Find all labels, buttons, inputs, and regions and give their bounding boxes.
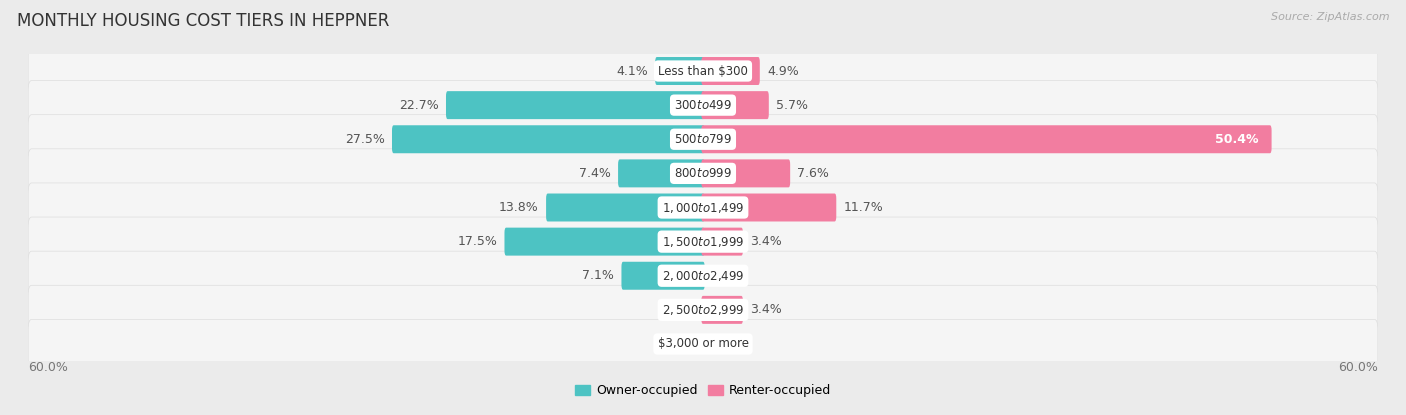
Text: 13.8%: 13.8%: [499, 201, 538, 214]
Text: $1,000 to $1,499: $1,000 to $1,499: [662, 200, 744, 215]
FancyBboxPatch shape: [702, 91, 769, 119]
FancyBboxPatch shape: [702, 57, 759, 85]
FancyBboxPatch shape: [28, 183, 1378, 232]
FancyBboxPatch shape: [28, 320, 1378, 369]
Text: 4.9%: 4.9%: [768, 64, 799, 78]
Text: $2,500 to $2,999: $2,500 to $2,999: [662, 303, 744, 317]
Text: 0.0%: 0.0%: [662, 303, 695, 316]
FancyBboxPatch shape: [702, 296, 742, 324]
FancyBboxPatch shape: [621, 262, 704, 290]
FancyBboxPatch shape: [28, 115, 1378, 164]
FancyBboxPatch shape: [28, 81, 1378, 130]
FancyBboxPatch shape: [655, 57, 704, 85]
Text: $500 to $799: $500 to $799: [673, 133, 733, 146]
Text: 27.5%: 27.5%: [344, 133, 385, 146]
Text: 60.0%: 60.0%: [28, 361, 67, 374]
FancyBboxPatch shape: [702, 228, 742, 256]
FancyBboxPatch shape: [28, 46, 1378, 95]
Text: 7.6%: 7.6%: [797, 167, 830, 180]
Text: 17.5%: 17.5%: [457, 235, 498, 248]
FancyBboxPatch shape: [28, 149, 1378, 198]
Legend: Owner-occupied, Renter-occupied: Owner-occupied, Renter-occupied: [569, 379, 837, 403]
FancyBboxPatch shape: [28, 285, 1378, 334]
Text: $3,000 or more: $3,000 or more: [658, 337, 748, 351]
Text: 11.7%: 11.7%: [844, 201, 883, 214]
FancyBboxPatch shape: [702, 193, 837, 222]
Text: $800 to $999: $800 to $999: [673, 167, 733, 180]
Text: 0.0%: 0.0%: [711, 269, 744, 282]
Text: 50.4%: 50.4%: [1215, 133, 1258, 146]
Text: 0.0%: 0.0%: [662, 337, 695, 351]
FancyBboxPatch shape: [702, 159, 790, 187]
FancyBboxPatch shape: [619, 159, 704, 187]
Text: 0.0%: 0.0%: [711, 337, 744, 351]
Text: MONTHLY HOUSING COST TIERS IN HEPPNER: MONTHLY HOUSING COST TIERS IN HEPPNER: [17, 12, 389, 30]
FancyBboxPatch shape: [28, 251, 1378, 300]
Text: $300 to $499: $300 to $499: [673, 99, 733, 112]
FancyBboxPatch shape: [28, 217, 1378, 266]
FancyBboxPatch shape: [546, 193, 704, 222]
FancyBboxPatch shape: [702, 125, 1271, 153]
FancyBboxPatch shape: [446, 91, 704, 119]
Text: $2,000 to $2,499: $2,000 to $2,499: [662, 269, 744, 283]
Text: 60.0%: 60.0%: [1339, 361, 1378, 374]
Text: 5.7%: 5.7%: [776, 99, 808, 112]
Text: $1,500 to $1,999: $1,500 to $1,999: [662, 234, 744, 249]
Text: Less than $300: Less than $300: [658, 64, 748, 78]
FancyBboxPatch shape: [392, 125, 704, 153]
Text: Source: ZipAtlas.com: Source: ZipAtlas.com: [1271, 12, 1389, 22]
Text: 4.1%: 4.1%: [616, 64, 648, 78]
Text: 22.7%: 22.7%: [399, 99, 439, 112]
Text: 7.1%: 7.1%: [582, 269, 614, 282]
Text: 3.4%: 3.4%: [751, 303, 782, 316]
Text: 3.4%: 3.4%: [751, 235, 782, 248]
Text: 7.4%: 7.4%: [579, 167, 610, 180]
FancyBboxPatch shape: [505, 228, 704, 256]
